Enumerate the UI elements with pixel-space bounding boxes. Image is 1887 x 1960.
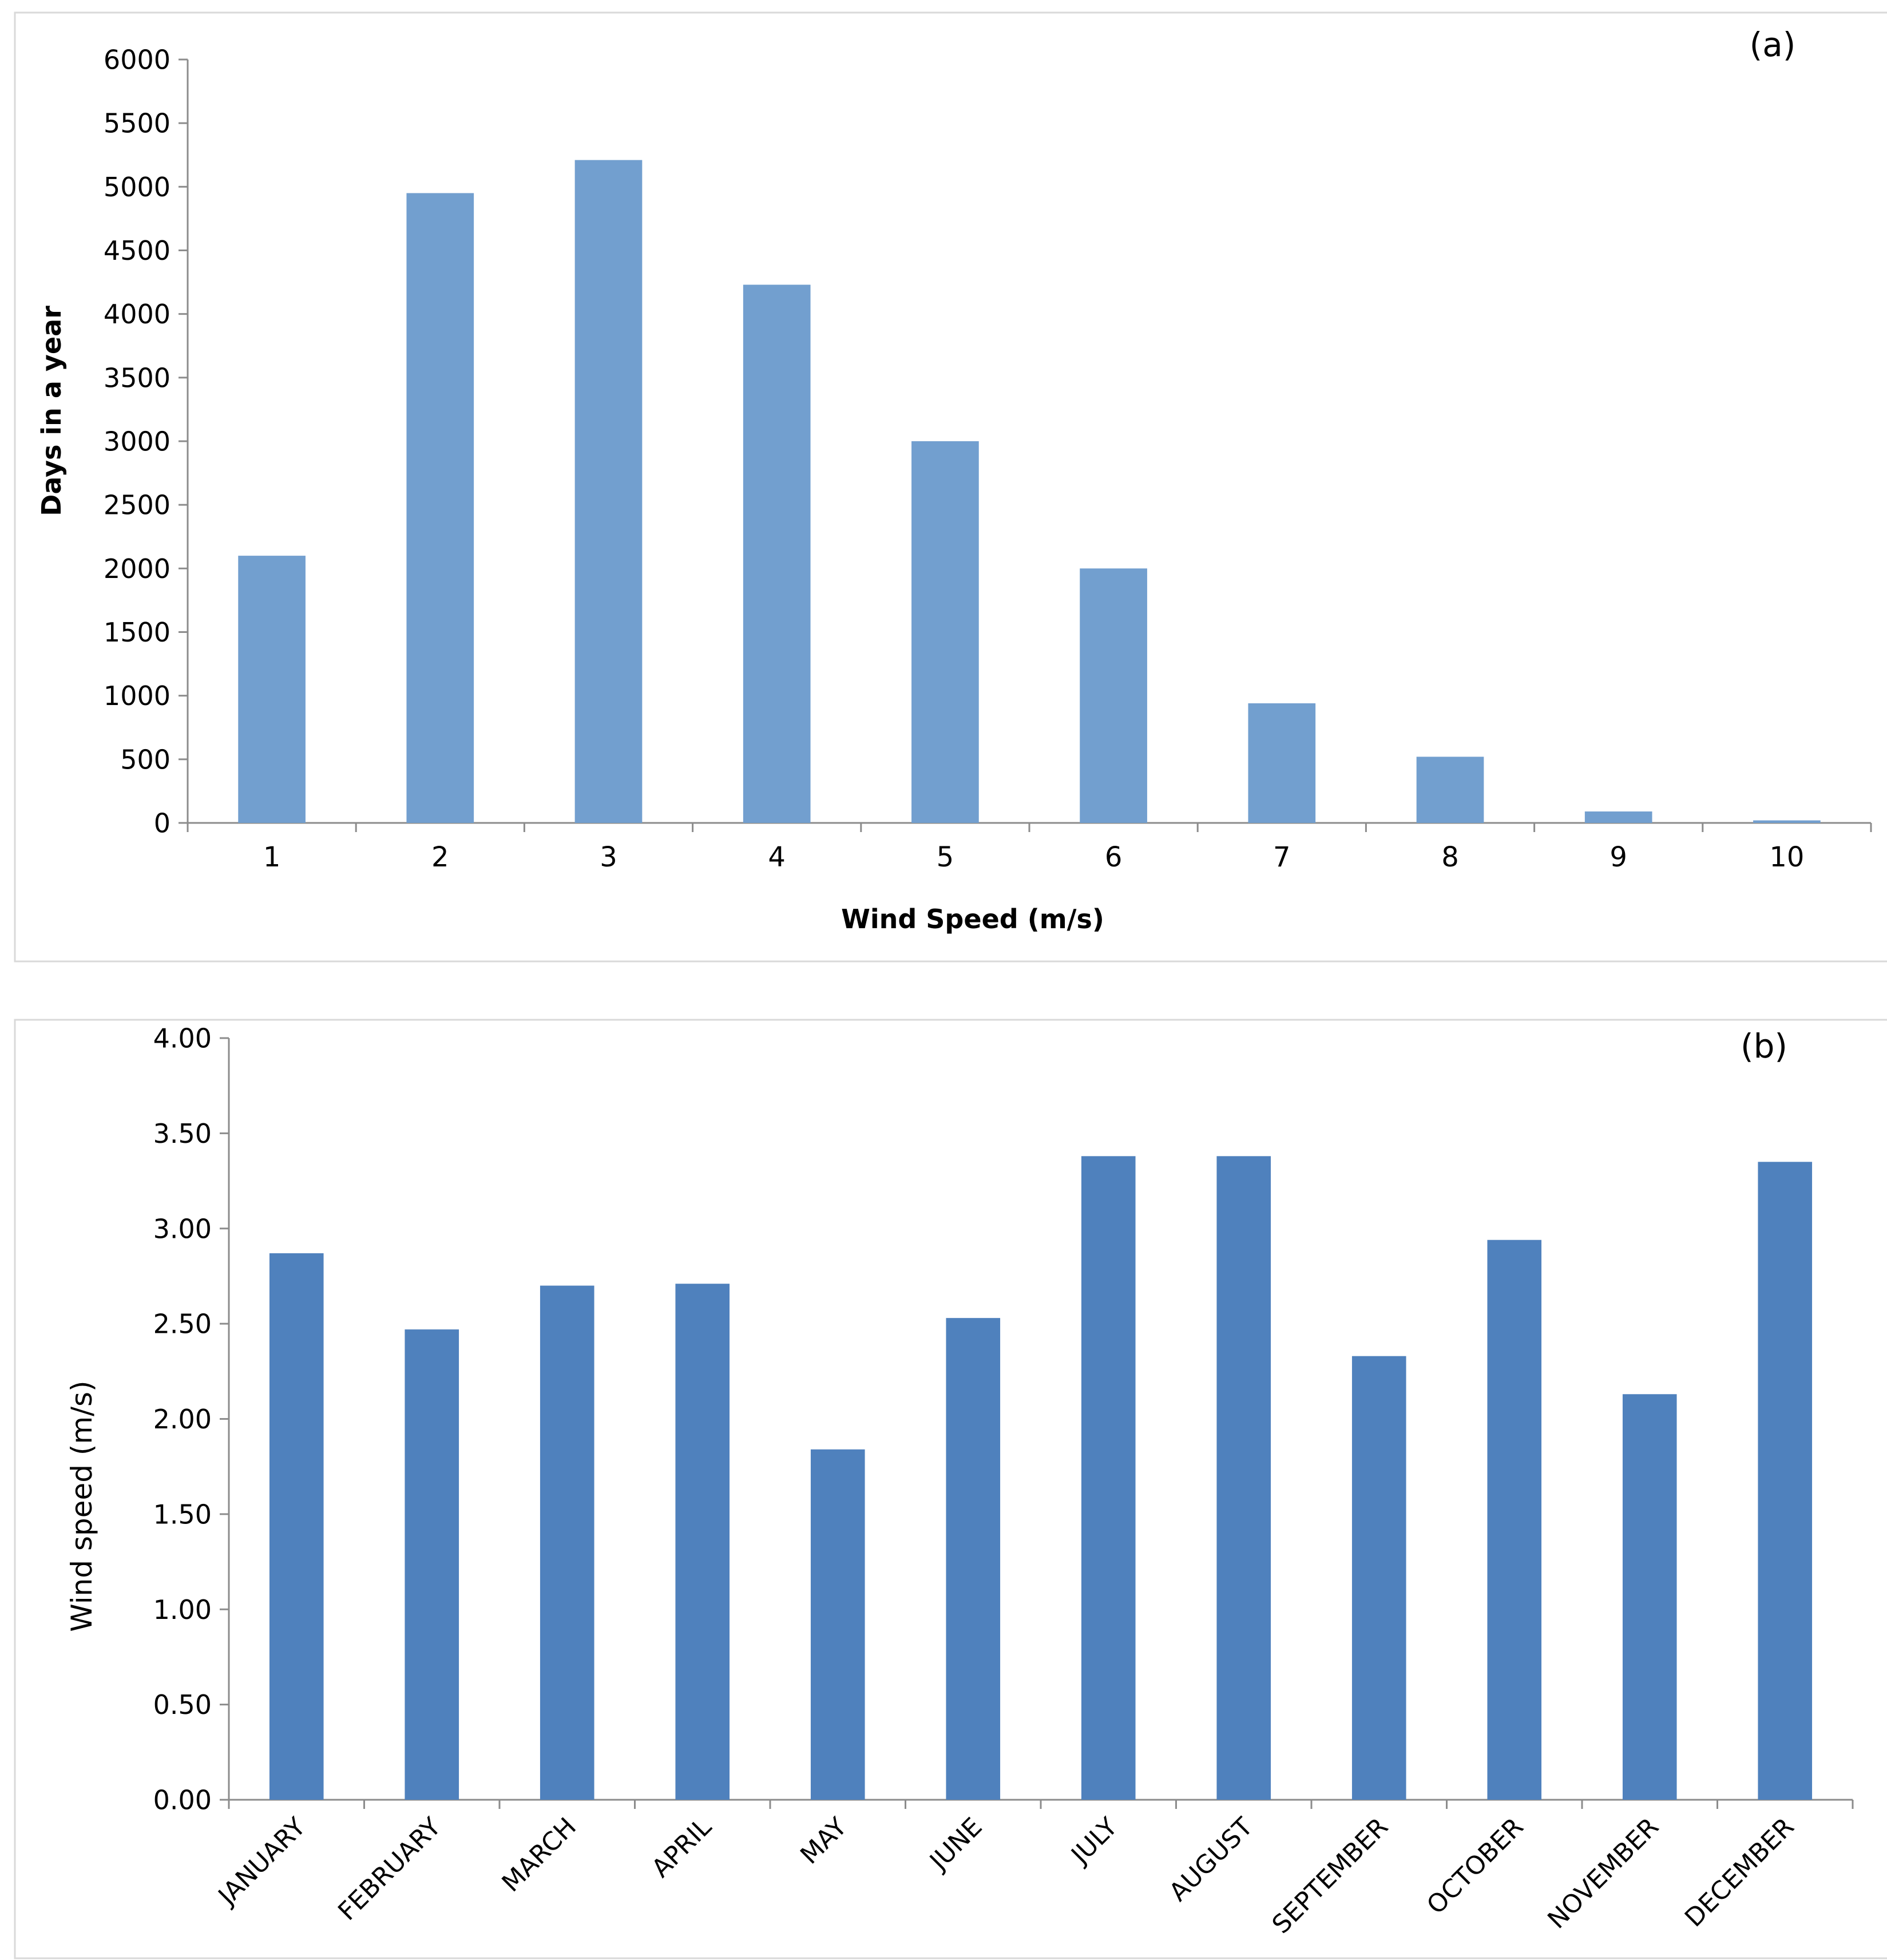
bar: [574, 160, 643, 823]
y-tick-label: 4500: [104, 235, 171, 266]
bar: [1081, 1156, 1136, 1800]
y-tick-label: 2.00: [153, 1404, 212, 1435]
bar: [540, 1285, 594, 1800]
panel-a-frame: [14, 11, 1887, 963]
panel-a-label: (a): [1750, 25, 1796, 64]
y-tick-label: 500: [120, 744, 171, 775]
x-tick-label: JANUARY: [212, 1812, 311, 1912]
bar: [238, 556, 306, 823]
x-tick-label: APRIL: [646, 1812, 717, 1883]
bar: [405, 1329, 459, 1800]
bar: [675, 1284, 730, 1800]
y-tick-label: 1000: [104, 680, 171, 711]
x-tick-label: SEPTEMBER: [1267, 1812, 1394, 1939]
x-tick-label: NOVEMBER: [1542, 1812, 1664, 1935]
y-tick-label: 3500: [104, 362, 171, 393]
x-tick-label: 6: [1105, 841, 1123, 873]
y-tick-label: 3000: [104, 426, 171, 457]
x-tick-label: 1: [263, 841, 281, 873]
bar: [1622, 1394, 1677, 1800]
bar: [1758, 1162, 1813, 1800]
bar: [1584, 811, 1652, 823]
bar: [1351, 1356, 1406, 1800]
y-axis-title-b: Wind speed (m/s): [65, 1380, 98, 1632]
x-tick-label: JUNE: [923, 1812, 988, 1877]
x-tick-label: MAY: [795, 1812, 853, 1870]
panel-b-label: (b): [1741, 1027, 1787, 1066]
x-tick-label: 3: [600, 841, 617, 873]
y-tick-label: 1.50: [153, 1499, 212, 1530]
y-tick-label: 3.50: [153, 1118, 212, 1149]
bar: [1416, 757, 1484, 823]
bar: [269, 1253, 324, 1800]
x-tick-label: 7: [1273, 841, 1291, 873]
y-tick-label: 0: [154, 808, 171, 839]
bar: [946, 1318, 1001, 1800]
bar: [1248, 703, 1316, 823]
bar: [1216, 1156, 1271, 1800]
x-tick-label: 8: [1441, 841, 1459, 873]
x-tick-label: AUGUST: [1164, 1812, 1259, 1907]
x-tick-label: JULY: [1065, 1812, 1123, 1871]
y-tick-label: 2000: [104, 553, 171, 584]
bar: [406, 193, 474, 823]
y-tick-label: 1.00: [153, 1594, 212, 1625]
x-tick-label: OCTOBER: [1421, 1812, 1529, 1920]
x-tick-label: 9: [1610, 841, 1627, 873]
y-tick-label: 0.00: [153, 1785, 212, 1816]
y-tick-label: 4.00: [153, 1023, 212, 1054]
x-tick-label: 2: [431, 841, 449, 873]
y-tick-label: 4000: [104, 299, 171, 330]
y-tick-label: 5000: [104, 172, 171, 203]
x-tick-label: 10: [1769, 841, 1804, 873]
chart-panel-b: (b) Wind speed (m/s) 0.00 0.50 1.00 1.50 2.0…: [14, 1019, 1887, 1959]
bar: [1080, 568, 1147, 823]
y-tick-label: 1500: [104, 617, 171, 648]
panel-b-frame: [14, 1019, 1887, 1959]
y-tick-label: 5500: [104, 108, 171, 139]
bar: [743, 284, 811, 823]
bar: [1753, 820, 1821, 823]
x-tick-label: MARCH: [497, 1812, 582, 1898]
bar: [1487, 1240, 1542, 1800]
y-tick-label: 2.50: [153, 1309, 212, 1340]
x-tick-label: 4: [768, 841, 786, 873]
x-tick-label: FEBRUARY: [332, 1812, 446, 1926]
y-tick-label: 2500: [104, 490, 171, 521]
bar: [810, 1449, 865, 1800]
y-tick-label: 6000: [104, 45, 171, 76]
y-axis-title-a: Days in a year: [36, 306, 67, 516]
y-tick-label: 3.00: [153, 1213, 212, 1244]
chart-panel-a: (a) Days in a year Wind Speed (m/s) 0 500…: [14, 11, 1887, 963]
x-tick-label: DECEMBER: [1679, 1812, 1800, 1933]
y-tick-label: 0.50: [153, 1689, 212, 1720]
x-tick-label: 5: [937, 841, 954, 873]
x-axis-title-a: Wind Speed (m/s): [841, 904, 1104, 935]
bar: [911, 441, 979, 823]
